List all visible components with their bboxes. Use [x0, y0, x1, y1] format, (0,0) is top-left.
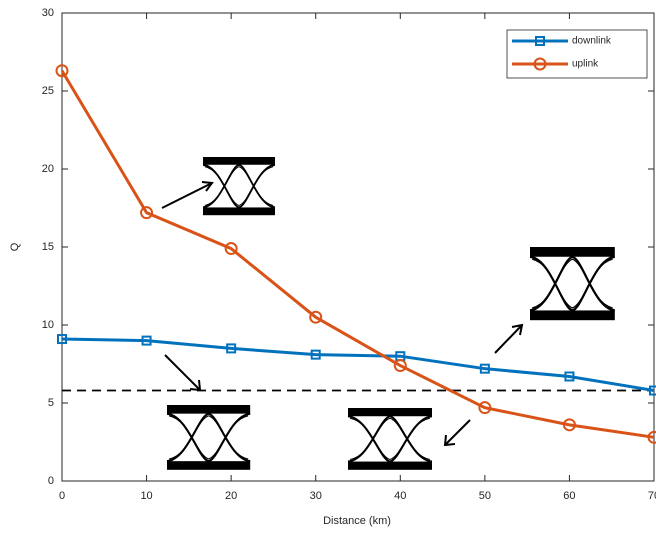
y-tick-label: 30 — [42, 7, 54, 19]
y-tick-label: 25 — [42, 85, 54, 97]
y-tick-label: 15 — [42, 241, 54, 253]
x-tick-label: 60 — [563, 490, 575, 502]
legend-label: uplink — [572, 59, 599, 70]
y-tick-label: 10 — [42, 319, 54, 331]
chart: Q Distance (km) 0 5 10 15 20 25 30 0 10 20 30 40 50 6… — [0, 0, 656, 535]
y-axis-label: Q — [9, 242, 21, 251]
x-tick-label: 0 — [59, 490, 65, 502]
x-tick-label: 70 — [648, 490, 656, 502]
x-tick-label: 40 — [394, 490, 406, 502]
x-tick-label: 20 — [225, 490, 237, 502]
legend-label: downlink — [572, 36, 612, 47]
x-tick-label: 50 — [479, 490, 491, 502]
y-tick-label: 20 — [42, 163, 54, 175]
x-tick-label: 10 — [140, 490, 152, 502]
page: {"chart_data": {"type": "line", "x_label… — [0, 0, 656, 535]
y-tick-label: 5 — [48, 397, 54, 409]
x-tick-label: 30 — [310, 490, 322, 502]
y-tick-label: 0 — [48, 475, 54, 487]
x-axis-label: Distance (km) — [323, 515, 391, 527]
